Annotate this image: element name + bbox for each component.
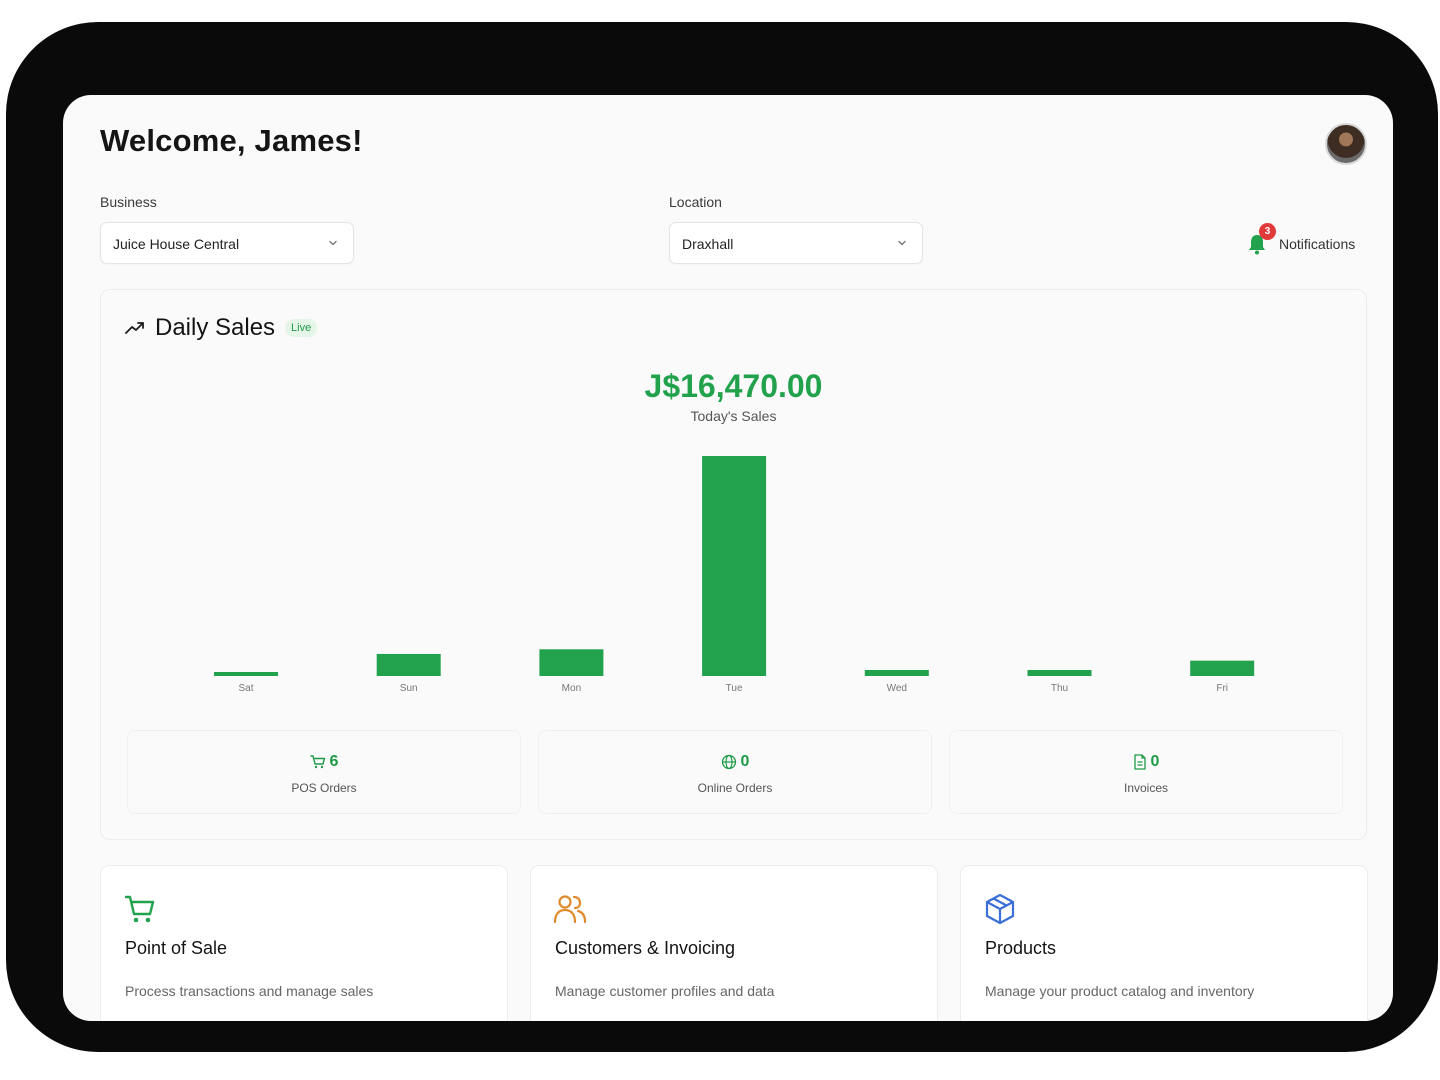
- todays-sales-label: Today's Sales: [690, 408, 777, 424]
- tick-label-sun: Sun: [400, 683, 418, 694]
- live-badge: Live: [285, 319, 318, 337]
- notification-count-badge: 3: [1259, 223, 1276, 240]
- tablet-frame: Welcome, James! Business Juice House Cen…: [6, 22, 1438, 1052]
- module-title: Customers & Invoicing: [555, 938, 736, 958]
- package-icon: [985, 893, 1015, 925]
- daily-sales-bar-chart: Sat Sun Mon Tue Wed Thu Fri: [214, 456, 1255, 694]
- tick-label-wed: Wed: [887, 683, 907, 694]
- users-icon: [553, 895, 587, 924]
- tick-label-thu: Thu: [1051, 683, 1068, 694]
- shopping-cart-icon: [124, 895, 155, 923]
- location-label: Location: [669, 194, 722, 210]
- bar-mon[interactable]: [539, 649, 604, 676]
- chevron-down-icon: [329, 240, 337, 246]
- daily-sales-title: Daily Sales: [155, 314, 276, 341]
- trending-up-icon: [125, 322, 144, 334]
- business-select[interactable]: Juice House Central: [100, 222, 354, 264]
- document-icon: [1133, 754, 1146, 770]
- tick-label-tue: Tue: [726, 683, 743, 694]
- stat-value: 0: [1150, 753, 1160, 770]
- business-label: Business: [100, 194, 157, 210]
- avatar[interactable]: [1325, 123, 1367, 165]
- module-title: Point of Sale: [125, 938, 228, 958]
- module-description: Manage your product catalog and inventor…: [985, 983, 1255, 999]
- chevron-down-icon: [898, 240, 906, 246]
- bar-tue[interactable]: [702, 456, 767, 676]
- notifications-label: Notifications: [1279, 236, 1356, 252]
- module-point-of-sale[interactable]: Point of Sale Process transactions and m…: [100, 865, 508, 1021]
- notifications-button[interactable]: 3 Notifications: [1247, 223, 1356, 259]
- tick-label-mon: Mon: [562, 683, 581, 694]
- stat-online-orders: 0 Online Orders: [538, 730, 932, 814]
- daily-sales-header: Daily Sales Live: [125, 314, 318, 342]
- cart-icon: [309, 755, 325, 769]
- stat-value: 0: [740, 753, 750, 770]
- bar-wed[interactable]: [864, 669, 929, 676]
- business-select-value: Juice House Central: [113, 236, 240, 252]
- bar-thu[interactable]: [1027, 669, 1092, 676]
- location-select[interactable]: Draxhall: [669, 222, 923, 264]
- tick-label-sat: Sat: [238, 683, 253, 694]
- module-description: Process transactions and manage sales: [125, 983, 374, 999]
- module-products[interactable]: Products Manage your product catalog and…: [960, 865, 1368, 1021]
- location-select-value: Draxhall: [682, 236, 734, 252]
- stat-label: POS Orders: [291, 781, 357, 795]
- stat-label: Online Orders: [697, 781, 773, 795]
- stat-label: Invoices: [1123, 781, 1169, 795]
- bar-fri[interactable]: [1190, 660, 1255, 676]
- todays-sales-total: J$16,470.00: [644, 368, 823, 404]
- page-title: Welcome, James!: [100, 123, 363, 158]
- stat-value: 6: [329, 753, 339, 770]
- daily-sales-card: Daily Sales Live J$16,470.00 Today's Sal…: [100, 289, 1367, 840]
- tick-label-fri: Fri: [1216, 683, 1228, 694]
- globe-icon: [721, 754, 736, 770]
- module-title: Products: [985, 938, 1057, 958]
- module-customers-invoicing[interactable]: Customers & Invoicing Manage customer pr…: [530, 865, 938, 1021]
- bar-sat[interactable]: [214, 671, 278, 676]
- bell-icon: 3: [1247, 223, 1276, 255]
- module-description: Manage customer profiles and data: [555, 983, 775, 999]
- stat-invoices: 0 Invoices: [949, 730, 1343, 814]
- app-screen: Welcome, James! Business Juice House Cen…: [63, 95, 1393, 1021]
- bar-sun[interactable]: [376, 653, 441, 676]
- stat-pos-orders: 6 POS Orders: [127, 730, 521, 814]
